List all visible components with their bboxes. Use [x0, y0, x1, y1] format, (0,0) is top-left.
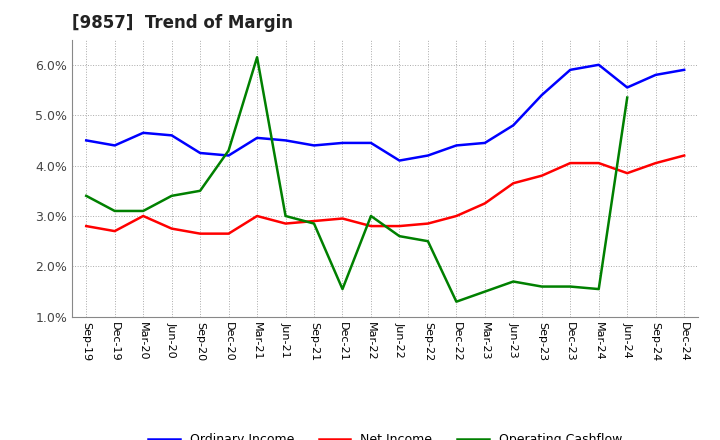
Operating Cashflow [395, 234, 404, 239]
Operating Cashflow [282, 213, 290, 219]
Net Income [253, 213, 261, 219]
Line: Net Income: Net Income [86, 155, 684, 234]
Operating Cashflow [595, 286, 603, 292]
Ordinary Income [423, 153, 432, 158]
Operating Cashflow [196, 188, 204, 194]
Operating Cashflow [338, 286, 347, 292]
Operating Cashflow [623, 95, 631, 100]
Operating Cashflow [139, 208, 148, 213]
Net Income [395, 224, 404, 229]
Net Income [139, 213, 148, 219]
Text: [9857]  Trend of Margin: [9857] Trend of Margin [72, 15, 293, 33]
Net Income [366, 224, 375, 229]
Line: Operating Cashflow: Operating Cashflow [86, 57, 627, 302]
Net Income [509, 180, 518, 186]
Operating Cashflow [82, 193, 91, 198]
Ordinary Income [509, 123, 518, 128]
Net Income [480, 201, 489, 206]
Net Income [623, 171, 631, 176]
Ordinary Income [338, 140, 347, 146]
Operating Cashflow [110, 208, 119, 213]
Net Income [282, 221, 290, 226]
Net Income [452, 213, 461, 219]
Operating Cashflow [509, 279, 518, 284]
Net Income [167, 226, 176, 231]
Ordinary Income [225, 153, 233, 158]
Ordinary Income [480, 140, 489, 146]
Ordinary Income [366, 140, 375, 146]
Ordinary Income [282, 138, 290, 143]
Net Income [595, 161, 603, 166]
Ordinary Income [566, 67, 575, 73]
Operating Cashflow [480, 289, 489, 294]
Operating Cashflow [537, 284, 546, 289]
Net Income [82, 224, 91, 229]
Operating Cashflow [452, 299, 461, 304]
Net Income [652, 161, 660, 166]
Ordinary Income [310, 143, 318, 148]
Net Income [196, 231, 204, 236]
Net Income [566, 161, 575, 166]
Net Income [310, 218, 318, 224]
Operating Cashflow [423, 238, 432, 244]
Ordinary Income [452, 143, 461, 148]
Ordinary Income [395, 158, 404, 163]
Ordinary Income [652, 72, 660, 77]
Ordinary Income [139, 130, 148, 136]
Operating Cashflow [566, 284, 575, 289]
Net Income [225, 231, 233, 236]
Ordinary Income [680, 67, 688, 73]
Ordinary Income [110, 143, 119, 148]
Operating Cashflow [366, 213, 375, 219]
Legend: Ordinary Income, Net Income, Operating Cashflow: Ordinary Income, Net Income, Operating C… [143, 429, 627, 440]
Operating Cashflow [253, 55, 261, 60]
Net Income [338, 216, 347, 221]
Ordinary Income [623, 85, 631, 90]
Ordinary Income [537, 92, 546, 98]
Line: Ordinary Income: Ordinary Income [86, 65, 684, 161]
Operating Cashflow [167, 193, 176, 198]
Operating Cashflow [310, 221, 318, 226]
Ordinary Income [253, 135, 261, 140]
Net Income [680, 153, 688, 158]
Net Income [423, 221, 432, 226]
Net Income [110, 228, 119, 234]
Ordinary Income [167, 133, 176, 138]
Ordinary Income [82, 138, 91, 143]
Net Income [537, 173, 546, 178]
Ordinary Income [595, 62, 603, 67]
Ordinary Income [196, 150, 204, 156]
Operating Cashflow [225, 148, 233, 153]
